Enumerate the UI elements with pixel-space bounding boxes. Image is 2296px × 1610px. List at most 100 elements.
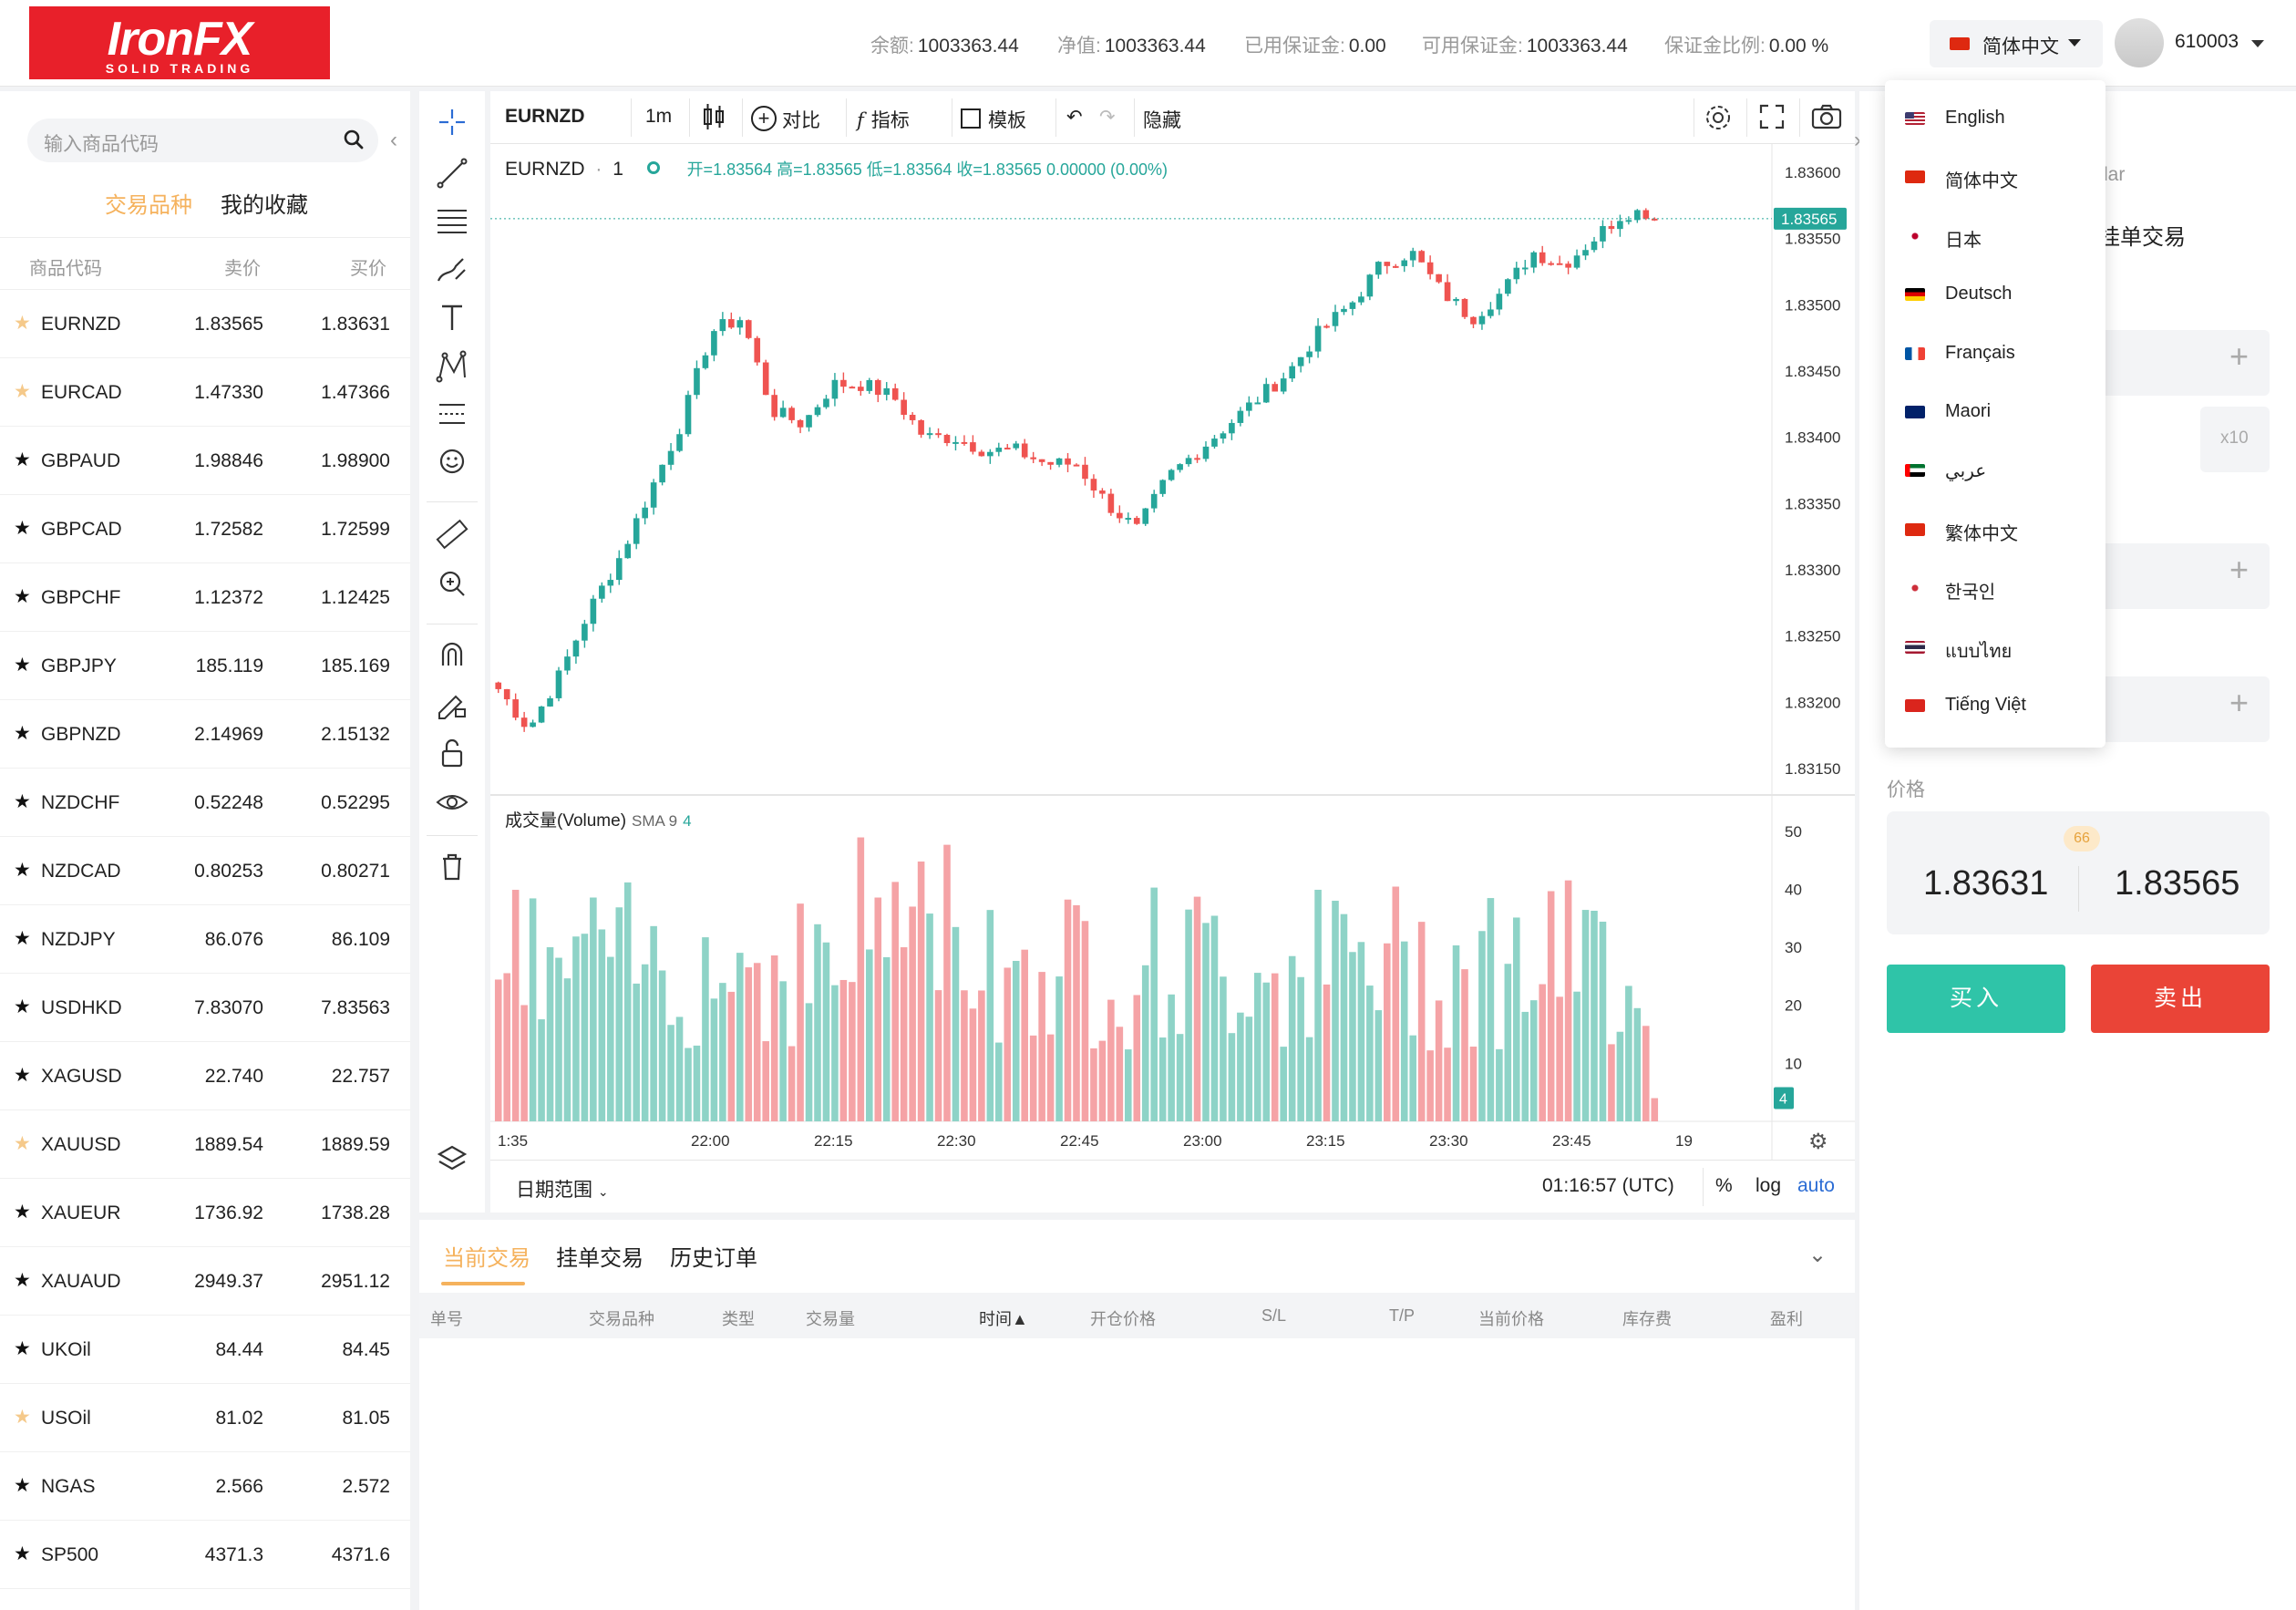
language-option-cn[interactable]: 简体中文	[1885, 148, 2106, 206]
hide-button[interactable]: 隐藏	[1143, 110, 1181, 131]
language-option-vn[interactable]: Tiếng Việt	[1885, 676, 2106, 735]
collapse-right-icon[interactable]: ›	[1854, 128, 1861, 152]
favorite-star-icon[interactable]: ★	[14, 1475, 31, 1496]
language-option-kr[interactable]: 한국인	[1885, 559, 2106, 617]
language-option-us[interactable]: English	[1885, 89, 2106, 148]
favorite-star-icon[interactable]: ★	[14, 860, 31, 881]
emoji-icon[interactable]	[434, 443, 470, 480]
candle-type-icon[interactable]	[700, 102, 727, 137]
favorite-star-icon[interactable]: ★	[14, 723, 31, 744]
symbol-row[interactable]: ★ GBPAUD 1.98846 1.98900	[0, 427, 410, 495]
ironfx-logo[interactable]: IronFX SOLID TRADING	[29, 6, 330, 79]
search-icon[interactable]	[342, 128, 366, 156]
symbol-row[interactable]: ★ NZDCAD 0.80253 0.80271	[0, 837, 410, 905]
forecast-icon[interactable]	[434, 396, 470, 432]
favorite-star-icon[interactable]: ★	[14, 449, 31, 470]
symbol-row[interactable]: ★ XAUUSD 1889.54 1889.59	[0, 1110, 410, 1179]
utc-clock[interactable]: 01:16:57 (UTC)	[1542, 1175, 1674, 1196]
symbol-row[interactable]: ★ GBPCHF 1.12372 1.12425	[0, 563, 410, 632]
favorite-star-icon[interactable]: ★	[14, 1065, 31, 1086]
tab-pending-orders[interactable]: 挂单交易	[556, 1246, 643, 1271]
collapse-left-icon[interactable]: ‹	[390, 128, 397, 152]
symbol-row[interactable]: ★ XAUEUR 1736.92 1738.28	[0, 1179, 410, 1247]
favorite-star-icon[interactable]: ★	[14, 1338, 31, 1359]
symbol-row[interactable]: ★ GBPJPY 185.119 185.169	[0, 632, 410, 700]
tab-open-trades[interactable]: 当前交易	[443, 1246, 530, 1271]
date-range-dropdown[interactable]: 日期范围 ⌄	[516, 1180, 609, 1201]
favorite-star-icon[interactable]: ★	[14, 1543, 31, 1564]
eye-icon[interactable]	[434, 784, 470, 820]
language-option-ae[interactable]: عربي	[1885, 441, 2106, 500]
symbol-row[interactable]: ★ NGAS 2.566 2.572	[0, 1452, 410, 1521]
log-toggle[interactable]: log	[1755, 1175, 1782, 1196]
language-option-jp[interactable]: 日本	[1885, 207, 2106, 265]
favorite-star-icon[interactable]: ★	[14, 996, 31, 1017]
fib-lines-icon[interactable]	[434, 202, 470, 239]
favorite-star-icon[interactable]: ★	[14, 1133, 31, 1154]
symbol-row[interactable]: ★ EURNZD 1.83565 1.83631	[0, 290, 410, 358]
symbol-row[interactable]: ★ EURCAD 1.47330 1.47366	[0, 358, 410, 427]
camera-icon[interactable]	[1810, 102, 1843, 137]
redo-icon[interactable]: ↷	[1099, 107, 1116, 128]
trash-icon[interactable]	[434, 848, 470, 884]
plus-icon[interactable]: +	[2229, 337, 2250, 375]
search-input[interactable]: 输入商品代码	[27, 119, 378, 162]
favorite-star-icon[interactable]: ★	[14, 1270, 31, 1291]
user-menu[interactable]: 610003	[2115, 18, 2288, 69]
symbol-row[interactable]: ★ SP500 4371.3 4371.6	[0, 1521, 410, 1589]
favorite-star-icon[interactable]: ★	[14, 928, 31, 949]
symbol-row[interactable]: ★ XAUAUD 2949.37 2951.12	[0, 1247, 410, 1316]
lock-icon[interactable]	[434, 735, 470, 771]
zoom-in-icon[interactable]	[434, 565, 470, 602]
layers-icon[interactable]	[434, 1140, 470, 1176]
favorite-star-icon[interactable]: ★	[14, 791, 31, 812]
language-option-hk[interactable]: 繁体中文	[1885, 501, 2106, 559]
percent-toggle[interactable]: %	[1715, 1175, 1733, 1196]
trend-line-icon[interactable]	[434, 155, 470, 191]
ruler-icon[interactable]	[434, 516, 470, 552]
auto-toggle[interactable]: auto	[1797, 1175, 1835, 1196]
tab-history[interactable]: 历史订单	[670, 1246, 757, 1271]
symbol-row[interactable]: ★ USOil 81.02 81.05	[0, 1384, 410, 1452]
magnet-icon[interactable]	[434, 636, 470, 673]
favorite-star-icon[interactable]: ★	[14, 518, 31, 539]
pencil-lock-icon[interactable]	[434, 686, 470, 722]
symbol-row[interactable]: ★ GBPCAD 1.72582 1.72599	[0, 495, 410, 563]
buy-button[interactable]: 买入	[1887, 965, 2065, 1033]
price-chart[interactable]: 1.83600 1.83550 1.83500 1.83450 1.83400 1.833…	[490, 91, 1855, 1160]
favorite-star-icon[interactable]: ★	[14, 381, 31, 402]
favorite-star-icon[interactable]: ★	[14, 1407, 31, 1428]
favorite-star-icon[interactable]: ★	[14, 313, 31, 334]
chart-symbol-button[interactable]: EURNZD	[505, 106, 585, 127]
tab-instruments[interactable]: 交易品种	[105, 193, 192, 218]
fullscreen-icon[interactable]	[1757, 102, 1786, 137]
brush-icon[interactable]	[434, 252, 470, 288]
language-option-th[interactable]: แบบไทย	[1885, 618, 2106, 676]
favorite-star-icon[interactable]: ★	[14, 1202, 31, 1223]
leverage-box[interactable]	[2200, 407, 2270, 472]
text-tool-icon[interactable]	[434, 299, 470, 335]
plus-icon[interactable]: +	[2229, 684, 2250, 721]
language-selector[interactable]: 简体中文	[1930, 20, 2103, 67]
chart-panel[interactable]: EURNZD 1m + 对比 f 指标 模板 ↶ ↷ 隐藏 1.83600 1.835…	[490, 91, 1855, 1213]
indicators-button[interactable]: f 指标	[857, 109, 910, 131]
tab-favorites[interactable]: 我的收藏	[221, 193, 308, 218]
language-option-nz[interactable]: Maori	[1885, 383, 2106, 441]
language-option-fr[interactable]: Français	[1885, 325, 2106, 383]
settings-icon[interactable]	[1703, 102, 1734, 139]
sell-button[interactable]: 卖出	[2091, 965, 2270, 1033]
symbol-row[interactable]: ★ UKOil 84.44 84.45	[0, 1316, 410, 1384]
symbol-row[interactable]: ★ NZDJPY 86.076 86.109	[0, 905, 410, 974]
compare-button[interactable]: + 对比	[751, 106, 820, 134]
symbol-row[interactable]: ★ USDHKD 7.83070 7.83563	[0, 974, 410, 1042]
favorite-star-icon[interactable]: ★	[14, 586, 31, 607]
favorite-star-icon[interactable]: ★	[14, 655, 31, 676]
plus-icon[interactable]: +	[2229, 551, 2250, 588]
crosshair-icon[interactable]	[434, 104, 470, 140]
pending-order-tab[interactable]: 挂单交易	[2098, 225, 2186, 250]
symbol-row[interactable]: ★ NZDCHF 0.52248 0.52295	[0, 769, 410, 837]
symbol-row[interactable]: ★ XAGUSD 22.740 22.757	[0, 1042, 410, 1110]
col-time[interactable]: 时间▲	[979, 1310, 1028, 1328]
chevron-down-icon[interactable]: ⌄	[1808, 1243, 1828, 1267]
symbol-row[interactable]: ★ GBPNZD 2.14969 2.15132	[0, 700, 410, 769]
